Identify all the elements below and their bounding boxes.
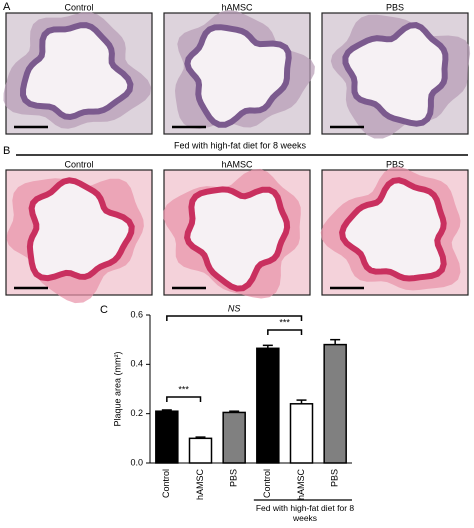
group-label: Fed with high-fat diet for 8 weeks (255, 503, 355, 523)
vessel-wall (19, 22, 134, 121)
significance-bracket (166, 396, 202, 402)
vessel-wall (184, 24, 292, 128)
vessel-wall (339, 177, 447, 282)
x-tick-label: Control (161, 469, 171, 498)
image-caption: hAMSC (221, 159, 253, 169)
x-tick-label: PBS (330, 469, 340, 487)
bar (222, 411, 246, 464)
bar (155, 410, 179, 464)
group-header: Fed with high-fat diet for 8 weeks (174, 140, 307, 150)
significance-bracket (166, 315, 303, 321)
x-tick-label: hAMSC (296, 469, 306, 501)
histology-images (3, 10, 471, 304)
image-caption: Control (64, 2, 93, 12)
bar (289, 403, 314, 464)
y-axis-label: Plaque area (mm²) (112, 351, 122, 426)
vessel-wall (26, 177, 135, 282)
y-tick-label: 0.2 (130, 408, 143, 418)
vessel-wall (184, 186, 291, 292)
panel-label: A (3, 1, 11, 13)
y-tick-label: 0.6 (130, 309, 143, 319)
image-caption: hAMSC (221, 2, 253, 12)
bar (256, 347, 280, 464)
x-tick-label: hAMSC (195, 469, 205, 501)
significance-label: *** (279, 317, 290, 327)
vessel-wall (342, 22, 449, 127)
x-tick-label: PBS (229, 469, 239, 487)
image-caption: Control (64, 159, 93, 169)
significance-label: *** (178, 384, 189, 394)
bar-chart: 0.0 0.2 0.4 0.6 Plaque area (mm²) Control hAMS… (112, 303, 352, 501)
image-caption: PBS (386, 2, 404, 12)
y-tick-label: 0.0 (130, 457, 143, 467)
panel-label: B (3, 145, 10, 157)
bar (323, 343, 347, 464)
significance-bracket (267, 329, 303, 335)
significance-label: NS (228, 303, 241, 313)
x-tick-label: Control (262, 469, 272, 498)
y-tick-label: 0.4 (130, 359, 143, 369)
panel-label: C (100, 304, 108, 316)
image-caption: PBS (386, 159, 404, 169)
bar (188, 437, 213, 464)
